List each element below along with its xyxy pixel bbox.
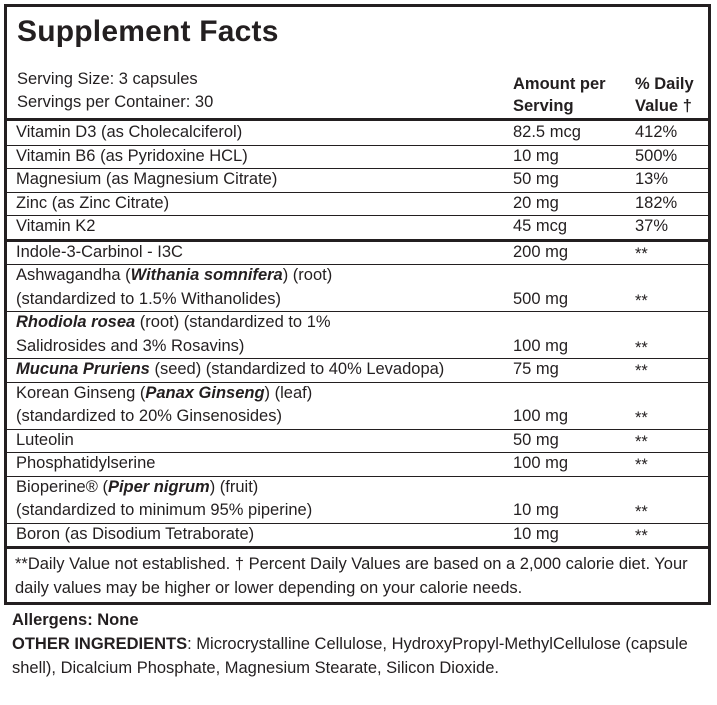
ingredient-amount: 10 mg bbox=[513, 501, 559, 519]
nutrient-amount: 10 mg bbox=[513, 146, 559, 165]
ingredient-daily-value: ** bbox=[635, 409, 648, 427]
ingredient-divider bbox=[7, 475, 708, 477]
nutrient-name: Vitamin B6 (as Pyridoxine HCL) bbox=[16, 146, 248, 165]
ingredient-daily-value: ** bbox=[635, 291, 648, 310]
daily-value-header-line1: % Daily bbox=[635, 75, 694, 93]
nutrient-divider bbox=[7, 238, 708, 242]
ingredient-amount: 500 mg bbox=[513, 289, 569, 308]
nutrient-divider bbox=[7, 168, 708, 169]
ingredient-name: (standardized to minimum 95% piperine) bbox=[16, 501, 313, 519]
ingredient-divider bbox=[7, 264, 708, 265]
ingredient-name: Rhodiola rosea (root) (standardized to 1… bbox=[16, 313, 331, 331]
ingredient-name: Ashwagandha (Withania somnifera) (root) bbox=[16, 266, 333, 284]
ingredient-row: Phosphatidylserine 100 mg ** bbox=[7, 452, 708, 476]
servings-per-container: Servings per Container: 30 bbox=[17, 93, 214, 111]
ingredient-row: Rhodiola rosea (root) (standardized to 1… bbox=[7, 311, 708, 358]
ingredient-latin-name: Rhodiola rosea bbox=[16, 313, 136, 331]
nutrient-amount: 20 mg bbox=[513, 193, 559, 212]
ingredient-row: Boron (as Disodium Tetraborate) 10 mg ** bbox=[7, 523, 708, 547]
nutrient-amount: 45 mcg bbox=[513, 217, 568, 235]
other-ingredients-label: OTHER INGREDIENTS bbox=[12, 635, 188, 653]
nutrient-name: Magnesium (as Magnesium Citrate) bbox=[16, 170, 278, 188]
amount-header: Amount per Serving bbox=[513, 73, 606, 117]
ingredient-latin-name: Withania somnifera bbox=[130, 266, 283, 284]
ingredient-name: Salidrosides and 3% Rosavins) bbox=[16, 336, 245, 355]
ingredient-daily-value: ** bbox=[635, 526, 648, 545]
ingredient-daily-value: ** bbox=[635, 338, 648, 357]
ingredient-daily-value: ** bbox=[635, 432, 648, 451]
ingredient-divider bbox=[7, 546, 708, 549]
daily-value-header-line2: Value † bbox=[635, 97, 692, 115]
nutrient-name: Zinc (as Zinc Citrate) bbox=[16, 193, 170, 212]
nutrient-daily-value: 412% bbox=[635, 123, 678, 141]
ingredient-name: Bioperine® (Piper nigrum) (fruit) bbox=[16, 477, 259, 496]
ingredient-amount: 10 mg bbox=[513, 524, 559, 543]
ingredient-amount: 100 mg bbox=[513, 336, 569, 355]
allergens: Allergens: None bbox=[12, 611, 139, 629]
other-ingredients-text: : Microcrystalline Cellulose, HydroxyPro… bbox=[12, 635, 688, 677]
ingredient-divider bbox=[7, 428, 708, 430]
serving-size: Serving Size: 3 capsules bbox=[17, 70, 198, 88]
ingredient-amount: 200 mg bbox=[513, 242, 569, 261]
ingredient-divider bbox=[7, 358, 708, 359]
panel-title: Supplement Facts bbox=[17, 15, 279, 48]
ingredient-row: Mucuna Pruriens (seed) (standardized to … bbox=[7, 358, 708, 382]
supplement-facts-panel: Supplement Facts Serving Size: 3 capsule… bbox=[4, 4, 711, 605]
ingredient-latin-name: Piper nigrum bbox=[107, 477, 210, 496]
ingredient-daily-value: ** bbox=[635, 456, 648, 474]
ingredient-daily-value: ** bbox=[635, 362, 648, 380]
nutrient-daily-value: 37% bbox=[635, 217, 669, 235]
footnote: **Daily Value not established. † Percent… bbox=[15, 555, 688, 597]
nutrient-row: Vitamin B6 (as Pyridoxine HCL) 10 mg 500% bbox=[7, 145, 708, 169]
nutrient-daily-value: 500% bbox=[635, 146, 678, 165]
ingredient-amount: 100 mg bbox=[513, 407, 569, 425]
nutrient-divider bbox=[7, 215, 708, 216]
ingredient-name: (standardized to 20% Ginsenosides) bbox=[16, 407, 282, 425]
amount-header-line1: Amount per bbox=[513, 75, 606, 93]
amount-header-line2: Serving bbox=[513, 97, 574, 115]
ingredient-name: (standardized to 1.5% Withanolides) bbox=[16, 289, 282, 308]
daily-value-header: % Daily Value † bbox=[635, 73, 694, 117]
nutrient-row: Magnesium (as Magnesium Citrate) 50 mg 13% bbox=[7, 168, 708, 192]
ingredient-amount: 100 mg bbox=[513, 454, 569, 472]
ingredient-daily-value: ** bbox=[635, 503, 648, 521]
ingredient-divider bbox=[7, 381, 708, 383]
ingredient-name: Korean Ginseng (Panax Ginseng) (leaf) bbox=[16, 383, 313, 402]
nutrient-row: Vitamin K2 45 mcg 37% bbox=[7, 215, 708, 239]
ingredient-daily-value: ** bbox=[635, 244, 648, 263]
header-divider bbox=[7, 118, 708, 121]
nutrient-row: Vitamin D3 (as Cholecalciferol) 82.5 mcg 4… bbox=[7, 121, 708, 145]
ingredient-row: Korean Ginseng (Panax Ginseng) (leaf) (st… bbox=[7, 382, 708, 429]
ingredient-row: Ashwagandha (Withania somnifera) (root) (… bbox=[7, 264, 708, 311]
nutrient-daily-value: 13% bbox=[635, 170, 669, 188]
nutrient-row: Zinc (as Zinc Citrate) 20 mg 182% bbox=[7, 192, 708, 216]
ingredient-divider bbox=[7, 522, 708, 524]
ingredient-name: Luteolin bbox=[16, 430, 74, 449]
nutrient-divider bbox=[7, 191, 708, 193]
ingredient-name: Phosphatidylserine bbox=[16, 454, 156, 472]
nutrient-divider bbox=[7, 144, 708, 146]
ingredient-name: Boron (as Disodium Tetraborate) bbox=[16, 524, 255, 543]
ingredient-amount: 75 mg bbox=[513, 360, 559, 378]
ingredient-divider bbox=[7, 452, 708, 453]
ingredient-row: Bioperine® (Piper nigrum) (fruit) (standa… bbox=[7, 476, 708, 523]
other-ingredients: OTHER INGREDIENTS: Microcrystalline Cell… bbox=[12, 633, 702, 680]
ingredient-amount: 50 mg bbox=[513, 430, 559, 449]
ingredient-latin-name: Mucuna Pruriens bbox=[16, 360, 150, 378]
ingredient-row: Luteolin 50 mg ** bbox=[7, 429, 708, 453]
nutrient-amount: 50 mg bbox=[513, 170, 559, 188]
nutrient-amount: 82.5 mcg bbox=[513, 123, 581, 141]
ingredient-latin-name: Panax Ginseng bbox=[145, 383, 265, 402]
ingredient-name: Mucuna Pruriens (seed) (standardized to … bbox=[16, 360, 445, 378]
ingredient-row: Indole-3-Carbinol - I3C 200 mg ** bbox=[7, 241, 708, 265]
ingredient-name: Indole-3-Carbinol - I3C bbox=[16, 242, 183, 261]
nutrient-name: Vitamin K2 bbox=[16, 217, 96, 235]
ingredient-divider bbox=[7, 311, 708, 312]
nutrient-daily-value: 182% bbox=[635, 193, 678, 212]
nutrient-name: Vitamin D3 (as Cholecalciferol) bbox=[16, 123, 243, 141]
